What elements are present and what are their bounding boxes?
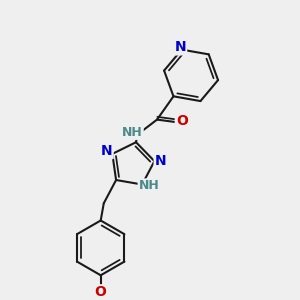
Text: O: O [94,285,106,299]
Text: N: N [101,144,113,158]
Text: N: N [175,40,186,54]
Text: NH: NH [139,179,159,192]
Text: N: N [154,154,166,168]
Text: O: O [176,114,188,128]
Text: NH: NH [122,126,143,139]
